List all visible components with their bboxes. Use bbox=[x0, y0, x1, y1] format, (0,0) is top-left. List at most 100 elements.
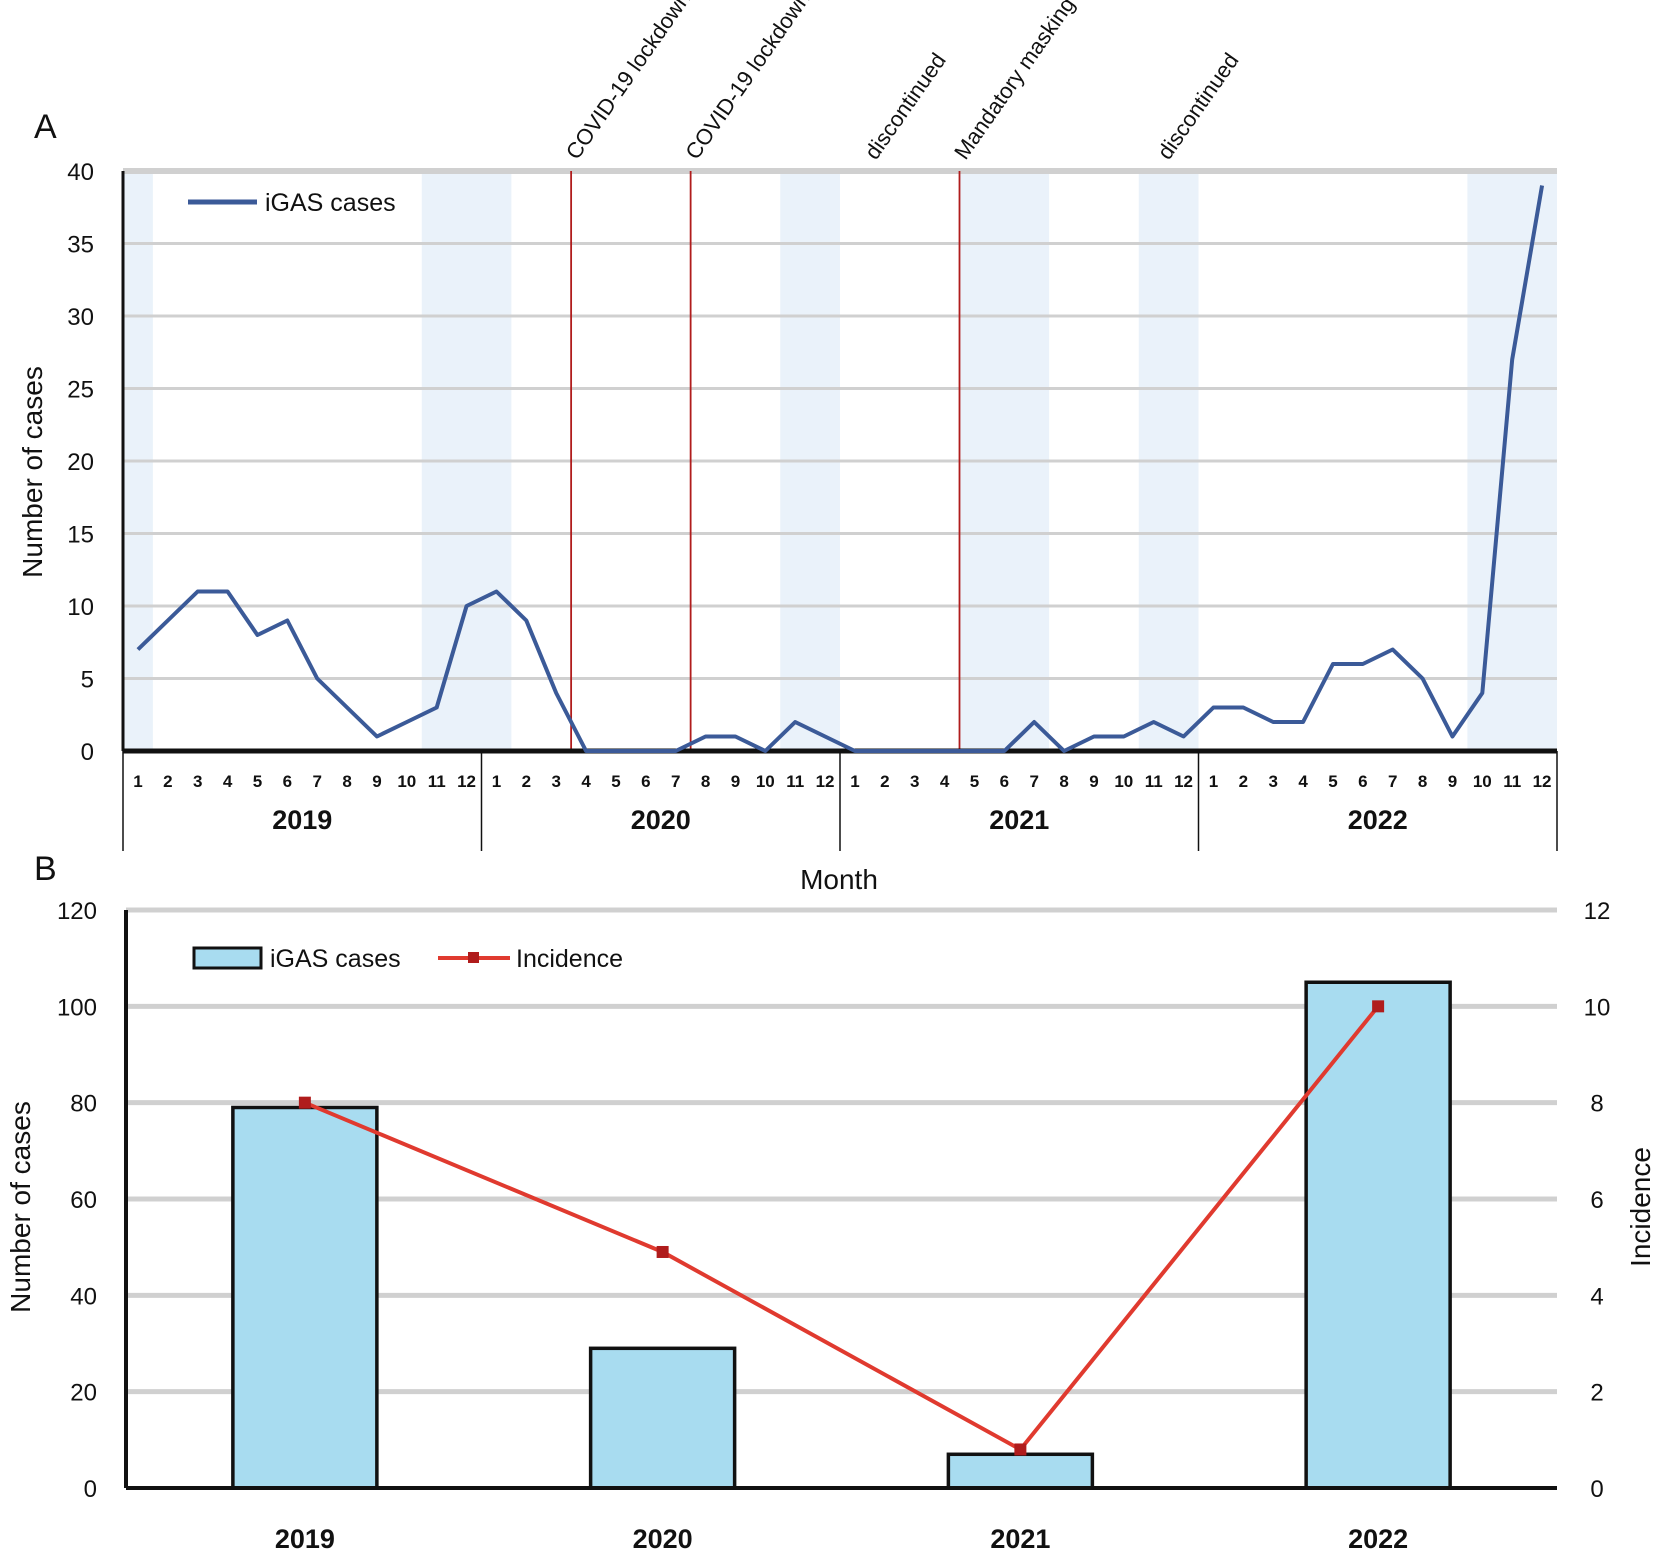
y-tick-label: 0 bbox=[81, 739, 94, 766]
month-tick-label: 7 bbox=[671, 772, 680, 791]
month-tick-label: 2 bbox=[163, 772, 172, 791]
x-tick-label: 2022 bbox=[1348, 1524, 1408, 1554]
month-tick-label: 11 bbox=[1145, 772, 1163, 791]
month-tick-label: 10 bbox=[1114, 772, 1133, 791]
bar-igas-cases-2022 bbox=[1304, 980, 1452, 1490]
x-tick-label: 2021 bbox=[990, 1524, 1050, 1554]
month-tick-label: 11 bbox=[428, 772, 446, 791]
legend-marker bbox=[468, 952, 479, 963]
event-annotation: discontinued bbox=[1152, 48, 1243, 164]
month-tick-label: 1 bbox=[133, 772, 142, 791]
month-tick-label: 1 bbox=[1209, 772, 1218, 791]
month-tick-label: 9 bbox=[372, 772, 381, 791]
month-tick-label: 3 bbox=[1268, 772, 1277, 791]
month-tick-label: 11 bbox=[786, 772, 804, 791]
y2-tick-label: 4 bbox=[1590, 1283, 1603, 1310]
panel-a-legend: iGAS cases bbox=[188, 189, 396, 217]
y2-tick-label: 0 bbox=[1590, 1476, 1603, 1503]
month-tick-label: 6 bbox=[641, 772, 650, 791]
month-tick-label: 6 bbox=[283, 772, 292, 791]
month-tick-label: 3 bbox=[551, 772, 560, 791]
y2-tick-label: 6 bbox=[1590, 1187, 1603, 1214]
legend-label-incidence: Incidence bbox=[516, 945, 623, 973]
month-tick-label: 12 bbox=[816, 772, 835, 791]
month-tick-label: 1 bbox=[492, 772, 501, 791]
month-tick-label: 9 bbox=[1089, 772, 1098, 791]
y-tick-label: 40 bbox=[67, 159, 94, 186]
event-annotation: COVID-19 lockdown bbox=[561, 0, 696, 164]
y2-tick-label: 8 bbox=[1590, 1091, 1603, 1118]
month-tick-label: 3 bbox=[910, 772, 919, 791]
incidence-point-2019 bbox=[298, 1096, 311, 1109]
year-label: 2021 bbox=[989, 805, 1049, 835]
x-tick-label: 2019 bbox=[275, 1524, 335, 1554]
panel-b-y2-axis-label: Incidence bbox=[1625, 1147, 1656, 1267]
incidence-point-2020 bbox=[656, 1245, 669, 1258]
y-tick-label: 0 bbox=[84, 1476, 97, 1503]
month-tick-label: 9 bbox=[731, 772, 740, 791]
y-tick-label: 80 bbox=[70, 1091, 97, 1118]
month-tick-label: 5 bbox=[970, 772, 979, 791]
month-tick-label: 10 bbox=[397, 772, 416, 791]
event-annotation: discontinued bbox=[859, 48, 950, 164]
month-tick-label: 12 bbox=[1174, 772, 1193, 791]
month-tick-label: 7 bbox=[1388, 772, 1397, 791]
month-tick-label: 4 bbox=[940, 772, 950, 791]
y2-tick-label: 12 bbox=[1584, 898, 1611, 925]
month-tick-label: 11 bbox=[1503, 772, 1521, 791]
y-tick-label: 40 bbox=[70, 1283, 97, 1310]
year-label: 2020 bbox=[631, 805, 691, 835]
month-tick-label: 2 bbox=[1239, 772, 1248, 791]
panel-a-label: A bbox=[34, 108, 57, 146]
incidence-point-2022 bbox=[1372, 1000, 1385, 1013]
month-tick-label: 4 bbox=[581, 772, 591, 791]
igas-cases-line bbox=[136, 185, 1545, 753]
legend-label-igas: iGAS cases bbox=[270, 945, 401, 973]
month-tick-label: 2 bbox=[880, 772, 889, 791]
panel-b-y-axis-label: Number of cases bbox=[5, 1101, 36, 1313]
event-annotation: COVID-19 lockdown bbox=[680, 0, 815, 164]
legend-bar-swatch bbox=[192, 946, 263, 970]
y-tick-label: 35 bbox=[67, 232, 94, 259]
y-tick-label: 20 bbox=[67, 449, 94, 476]
y-tick-label: 100 bbox=[57, 994, 97, 1021]
panel-a-y-axis-label: Number of cases bbox=[17, 366, 48, 578]
month-tick-label: 3 bbox=[193, 772, 202, 791]
bar-igas-cases-2020 bbox=[588, 1346, 737, 1490]
panel-b: B 0 20 40 60 80 100 120 0 2 4 6 8 10 12 2019 2020 2021 20… bbox=[5, 850, 1656, 1554]
panel-b-label: B bbox=[34, 850, 57, 888]
panel-b-legend: iGAS cases Incidence bbox=[192, 945, 623, 973]
y2-tick-label: 10 bbox=[1584, 994, 1611, 1021]
y-tick-label: 25 bbox=[67, 377, 94, 404]
year-label: 2019 bbox=[272, 805, 332, 835]
month-tick-label: 5 bbox=[1328, 772, 1337, 791]
month-tick-label: 10 bbox=[1473, 772, 1492, 791]
month-tick-label: 8 bbox=[342, 772, 351, 791]
y2-tick-label: 2 bbox=[1590, 1380, 1603, 1407]
month-tick-label: 9 bbox=[1448, 772, 1457, 791]
month-tick-label: 4 bbox=[1298, 772, 1308, 791]
event-annotation: Mandatory masking bbox=[949, 0, 1080, 164]
y-tick-label: 120 bbox=[57, 898, 97, 925]
month-tick-label: 10 bbox=[756, 772, 775, 791]
incidence-line bbox=[304, 1005, 1380, 1453]
month-tick-label: 2 bbox=[522, 772, 531, 791]
panel-a-x-axis-label: Month bbox=[800, 864, 878, 895]
month-tick-label: 1 bbox=[850, 772, 859, 791]
y-tick-label: 20 bbox=[70, 1380, 97, 1407]
bar-igas-cases-2021 bbox=[946, 1452, 1095, 1490]
month-tick-label: 6 bbox=[1358, 772, 1367, 791]
month-tick-label: 8 bbox=[1059, 772, 1068, 791]
incidence-point-2021 bbox=[1014, 1443, 1027, 1456]
year-label: 2022 bbox=[1348, 805, 1408, 835]
month-tick-label: 8 bbox=[1418, 772, 1427, 791]
month-tick-label: 5 bbox=[611, 772, 620, 791]
month-tick-label: 4 bbox=[223, 772, 233, 791]
month-tick-label: 7 bbox=[312, 772, 321, 791]
month-tick-label: 12 bbox=[1533, 772, 1552, 791]
month-tick-label: 7 bbox=[1029, 772, 1038, 791]
y-tick-label: 30 bbox=[67, 304, 94, 331]
legend-label-igas: iGAS cases bbox=[265, 189, 396, 217]
x-tick-label: 2020 bbox=[633, 1524, 693, 1554]
